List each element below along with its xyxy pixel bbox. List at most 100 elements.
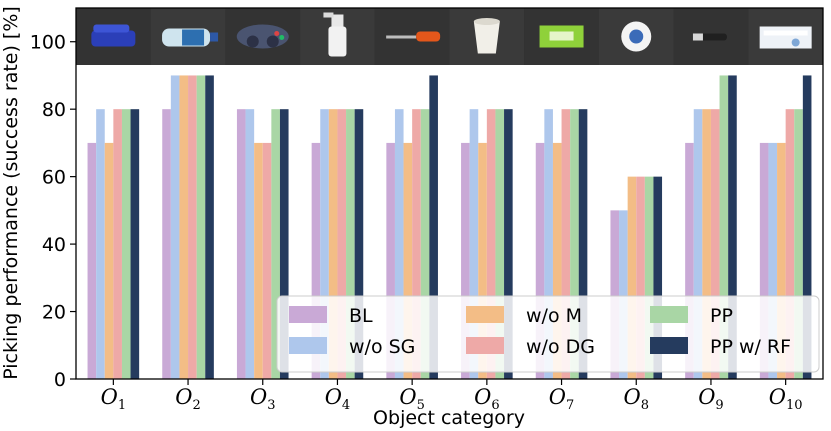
x-tick-label: O10 <box>769 385 803 413</box>
x-axis-ticks: O1 O2 O3 O4 O5 O6 O7 O8 O9 O10 <box>101 379 803 413</box>
bar-bl-o6 <box>461 142 470 379</box>
bar-w-o-dg-o7 <box>561 109 571 380</box>
category-base: O <box>175 385 192 409</box>
bar-pp-w-rf-o7 <box>578 109 588 380</box>
tape-roll-shape <box>629 29 644 44</box>
legend-swatch <box>466 306 504 323</box>
bar-w-o-sg-o6 <box>469 109 479 380</box>
bar-pp-w-rf-o10 <box>802 75 812 379</box>
bar-pp-o4 <box>346 109 355 380</box>
tissue-box-shape <box>791 38 800 47</box>
legend-swatch <box>289 337 327 354</box>
category-subscript: 6 <box>491 398 499 413</box>
plot-frame <box>75 7 824 380</box>
bar-pp-w-rf-o5 <box>429 75 438 379</box>
bar-bl-o2 <box>162 109 171 380</box>
y-tick-label: 40 <box>42 234 66 256</box>
object-photo-spray-bottle <box>300 8 375 65</box>
legend-label: BL <box>349 305 373 327</box>
bar-w-o-m-o8 <box>627 176 637 379</box>
category-base: O <box>698 385 715 409</box>
category-base: O <box>474 385 491 409</box>
bar-pp-o5 <box>420 109 430 380</box>
bar-pp-w-rf-o4 <box>354 109 364 380</box>
category-base: O <box>549 385 566 409</box>
bars <box>87 75 812 380</box>
category-base: O <box>769 385 786 409</box>
bar-w-o-m-o6 <box>478 142 487 379</box>
bar-bl-o1 <box>87 142 97 379</box>
bar-w-o-dg-o10 <box>785 109 795 380</box>
object-photo-game-controller <box>225 8 301 65</box>
bar-w-o-sg-o8 <box>619 210 628 379</box>
game-controller-shape <box>274 31 280 36</box>
category-subscript: 1 <box>118 398 126 413</box>
category-subscript: 2 <box>193 398 201 413</box>
bar-pp-w-rf-o8 <box>653 176 663 379</box>
bar-pp-o10 <box>794 109 803 380</box>
legend: BL w/o SG w/o M w/o DG PP PP w/ RF <box>276 295 820 373</box>
bar-pp-w-rf-o2 <box>205 75 214 379</box>
bar-w-o-dg-o4 <box>337 109 347 380</box>
bar-bl-o9 <box>685 142 694 379</box>
bar-w-o-sg-o1 <box>96 109 105 380</box>
category-base: O <box>101 385 118 409</box>
bar-w-o-m-o7 <box>552 142 562 379</box>
stapler-shape <box>91 30 136 47</box>
bar-w-o-m-o1 <box>104 142 114 379</box>
category-base: O <box>399 385 416 409</box>
legend-label: w/o M <box>526 305 582 327</box>
y-tick-label: 0 <box>54 369 66 391</box>
game-controller-shape <box>266 35 279 48</box>
object-photo-stapler <box>76 8 151 65</box>
category-base: O <box>250 385 267 409</box>
bar-pp-o2 <box>196 75 206 379</box>
water-bottle-shape <box>182 29 205 46</box>
category-subscript: 9 <box>715 398 723 413</box>
object-photo-green-box <box>524 8 599 65</box>
marker-pen-shape <box>692 33 703 41</box>
legend-swatch <box>650 306 688 323</box>
category-base: O <box>325 385 342 409</box>
x-tick-label: O5 <box>399 385 425 413</box>
bar-bl-o10 <box>759 142 769 379</box>
bar-pp-w-rf-o6 <box>504 109 513 380</box>
object-photo-paper-cup <box>449 8 525 65</box>
bar-w-o-sg-o10 <box>768 142 778 379</box>
bar-bl-o7 <box>535 142 545 379</box>
bar-w-o-dg-o8 <box>636 176 645 379</box>
x-axis-title: Object category <box>373 407 525 429</box>
x-tick-label: O7 <box>549 385 575 413</box>
category-subscript: 7 <box>566 398 574 413</box>
spray-bottle-shape <box>323 12 334 18</box>
bar-pp-o1 <box>121 109 131 380</box>
category-subscript: 3 <box>267 398 275 413</box>
legend-swatch <box>466 337 504 354</box>
bar-w-o-dg-o5 <box>412 109 421 380</box>
x-tick-label: O6 <box>474 385 500 413</box>
tissue-box-shape <box>763 30 808 36</box>
legend-label: w/o DG <box>526 336 595 358</box>
spray-bottle-shape <box>328 26 347 57</box>
object-photo-marker-pen <box>673 8 749 65</box>
stapler-shape <box>93 24 130 33</box>
paper-cup-shape <box>473 18 500 25</box>
x-tick-label: O1 <box>101 385 127 413</box>
legend-swatch <box>650 337 688 354</box>
legend-label: PP w/ RF <box>710 336 791 358</box>
y-axis-ticks: 0 20 40 60 80 100 <box>30 32 76 391</box>
bar-w-o-dg-o1 <box>113 109 122 380</box>
green-box-shape <box>549 31 574 41</box>
bar-pp-w-rf-o3 <box>279 109 289 380</box>
bar-pp-w-rf-o1 <box>130 109 140 380</box>
legend-label: PP <box>710 305 733 327</box>
y-tick-label: 20 <box>42 302 66 324</box>
screwdriver-shape <box>416 31 441 42</box>
category-subscript: 8 <box>641 398 649 413</box>
y-tick-label: 100 <box>30 32 66 54</box>
bar-w-o-m-o3 <box>254 142 263 379</box>
spray-bottle-shape <box>331 14 344 27</box>
category-subscript: 5 <box>417 398 425 413</box>
bar-w-o-sg-o9 <box>693 109 703 380</box>
bar-w-o-m-o5 <box>403 142 413 379</box>
